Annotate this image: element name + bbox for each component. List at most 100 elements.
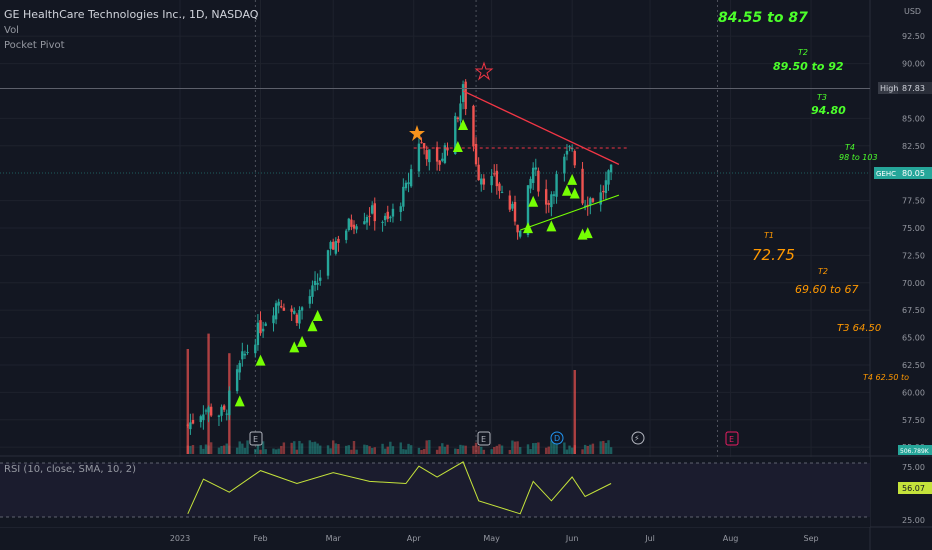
volume-bar [474,442,478,454]
candle-body [337,238,340,243]
last-price-box [898,167,932,179]
volume-bar [508,449,512,454]
price-tick: 60.00 [902,388,925,397]
rsi-line [187,461,612,515]
volume-bar [534,442,537,454]
time-tick: Jul [644,534,655,543]
split-icon[interactable]: ⚡ [631,431,645,445]
volume-bar [531,443,535,454]
annotation-t4-value: 98 to 103 [839,153,878,162]
volume-bar [516,441,519,454]
volume-bar [550,440,553,454]
pocket-pivot-marker [582,227,593,239]
volume-bar [446,444,449,454]
volume-bar [404,449,408,454]
candle-body [573,150,576,166]
volume-bar [389,441,392,454]
volume-bar [191,445,195,454]
candle-body [282,307,286,311]
volume-bar [293,441,296,454]
pocket-pivot-marker [312,310,323,322]
annotation-down-t1-value: 72.75 [752,246,795,264]
price-tick: 77.50 [902,197,925,206]
candle-body [602,190,605,193]
candle-body [316,283,319,285]
high-value-box [898,82,932,94]
candle-body [347,218,351,230]
pocket-pivot-marker [297,335,308,347]
rsi-value-box [898,482,932,494]
volume-bar [381,443,384,454]
earnings-badge-jul[interactable]: E [725,431,739,446]
legend-vol[interactable]: Vol [4,25,19,36]
candle-body [472,105,475,147]
pocket-pivot-marker [458,119,469,131]
ticker-box [874,167,898,179]
volume-bar [526,444,530,454]
candle-body [256,322,260,346]
price-tick: 65.00 [902,334,925,343]
pocket-pivot-layer [234,119,593,407]
volume-bar [332,440,335,454]
volume-bar [591,443,595,454]
candle-body [534,167,537,170]
volume-bar [295,449,299,454]
volume-bar [602,440,605,454]
pocket-pivot-marker [289,341,300,353]
price-tick: 90.00 [902,60,925,69]
candle-body [332,241,335,250]
candle-body [568,146,571,148]
volume-bar [261,441,265,454]
volume-bar [563,442,566,454]
candle-body [435,147,439,162]
annotation-t4-label: T4 [845,143,855,152]
candle-body [272,315,275,324]
volume-bar [202,448,205,454]
candle-body [217,415,221,417]
candle-body [326,250,330,276]
earnings-badge-apr[interactable]: E [477,431,491,446]
candle-body [235,369,239,392]
candle-body [228,390,231,416]
annotation-down-t2-value: 69.60 to 67 [795,283,859,296]
candle-body [225,413,228,415]
candle-body [477,164,480,181]
volume-bar [402,449,405,454]
volume-bar [537,442,540,454]
candle-body [428,149,431,163]
volume-bar [300,443,304,454]
volume-bar [495,445,499,454]
volume-bar [355,449,358,454]
time-tick: Sep [804,534,819,543]
earnings-badge-feb[interactable]: E [249,431,263,446]
volume-bar [308,440,312,454]
price-tick: 57.50 [902,416,925,425]
volume-bar [555,444,558,454]
volume-bar [217,447,221,454]
rsi-legend[interactable]: RSI (10, close, SMA, 10, 2) [4,464,136,475]
candle-body [508,195,512,210]
candle-body [526,185,530,235]
volume-bar [589,444,592,454]
annotation-down-t1-label: T1 [764,231,774,240]
volume-bar [368,446,371,454]
high-label-box [878,82,898,94]
candle-body [570,147,574,150]
volume-spike [573,370,576,454]
time-tick: Aug [723,534,739,543]
volume-bar [272,448,275,454]
volume-bar [409,445,413,454]
annotation-down-t3: T3 64.50 [837,323,881,334]
candle-body [220,406,223,416]
volume-value: 506.789K [900,448,930,455]
candle-body [199,416,202,423]
volume-bar [529,449,532,454]
volume-bar [586,445,589,454]
candle-body [186,424,189,426]
dividend-badge[interactable]: D [550,431,564,445]
volume-bar [461,445,465,454]
volume-bar [544,447,548,454]
volume-bar [552,440,556,454]
legend-pocket-pivot[interactable]: Pocket Pivot [4,40,65,51]
